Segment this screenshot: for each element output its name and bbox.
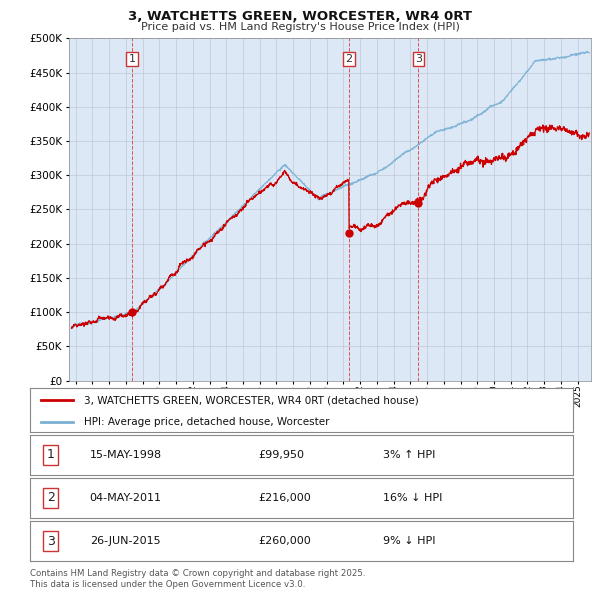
Text: 1: 1 — [47, 448, 55, 461]
Text: 3, WATCHETTS GREEN, WORCESTER, WR4 0RT (detached house): 3, WATCHETTS GREEN, WORCESTER, WR4 0RT (… — [85, 395, 419, 405]
Text: Contains HM Land Registry data © Crown copyright and database right 2025.
This d: Contains HM Land Registry data © Crown c… — [30, 569, 365, 589]
Text: £99,950: £99,950 — [258, 450, 304, 460]
Text: Price paid vs. HM Land Registry's House Price Index (HPI): Price paid vs. HM Land Registry's House … — [140, 22, 460, 32]
Text: 2: 2 — [47, 491, 55, 504]
Text: 15-MAY-1998: 15-MAY-1998 — [90, 450, 162, 460]
Text: £260,000: £260,000 — [258, 536, 311, 546]
Text: 1: 1 — [128, 54, 136, 64]
Text: 16% ↓ HPI: 16% ↓ HPI — [383, 493, 442, 503]
Text: 3% ↑ HPI: 3% ↑ HPI — [383, 450, 436, 460]
Text: 9% ↓ HPI: 9% ↓ HPI — [383, 536, 436, 546]
Text: 3: 3 — [415, 54, 422, 64]
Text: 3: 3 — [47, 535, 55, 548]
Text: 26-JUN-2015: 26-JUN-2015 — [90, 536, 160, 546]
Text: 2: 2 — [346, 54, 353, 64]
Text: 04-MAY-2011: 04-MAY-2011 — [90, 493, 162, 503]
Text: £216,000: £216,000 — [258, 493, 311, 503]
Text: HPI: Average price, detached house, Worcester: HPI: Average price, detached house, Worc… — [85, 417, 330, 427]
Text: 3, WATCHETTS GREEN, WORCESTER, WR4 0RT: 3, WATCHETTS GREEN, WORCESTER, WR4 0RT — [128, 10, 472, 23]
